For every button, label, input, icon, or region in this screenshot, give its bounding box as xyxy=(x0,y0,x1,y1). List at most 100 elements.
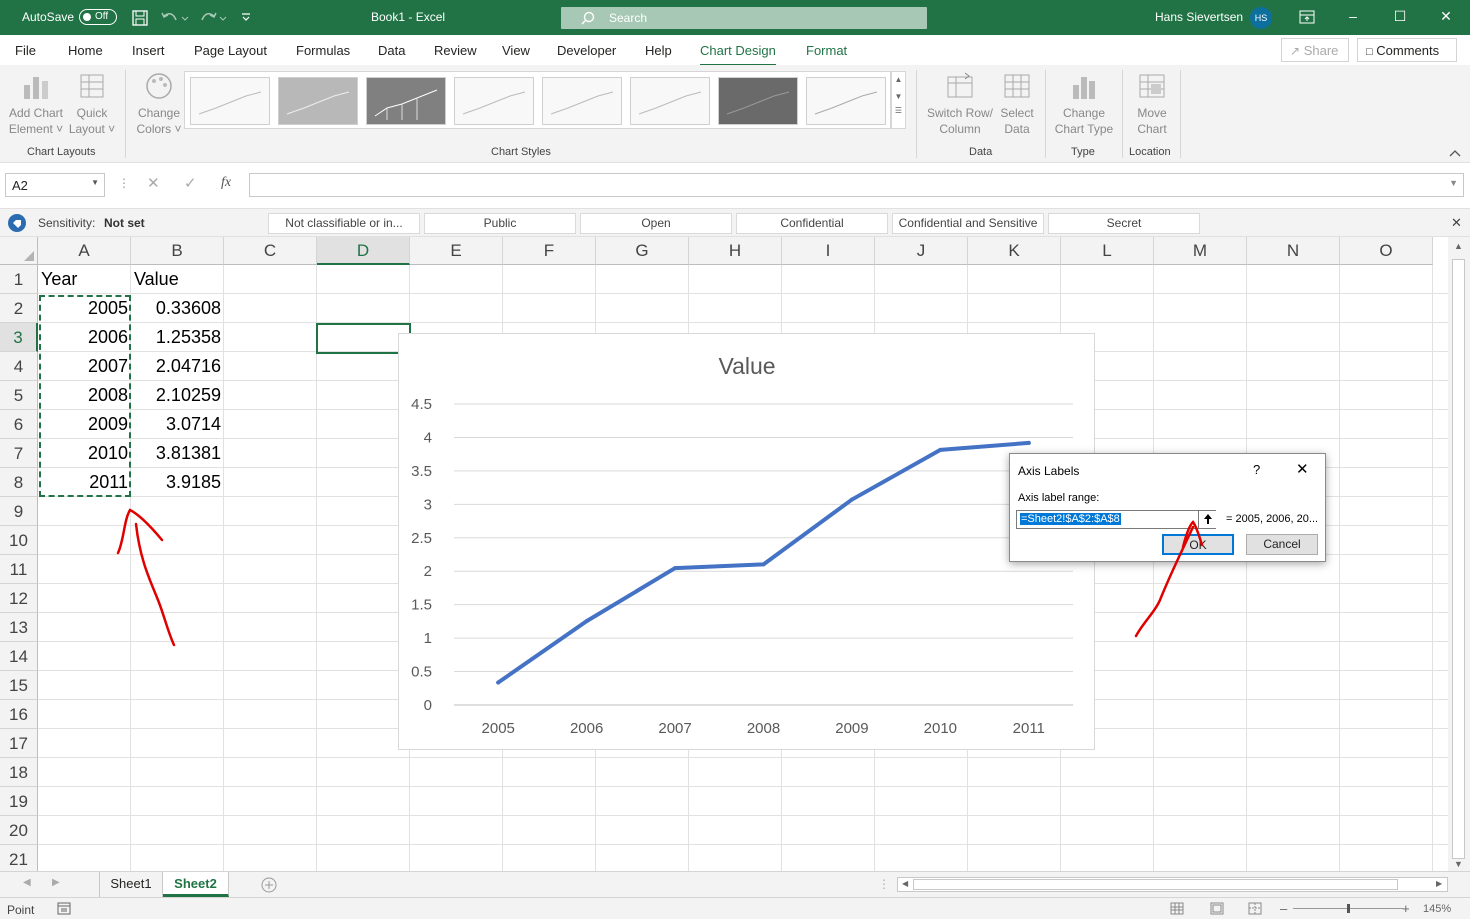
cell-a4[interactable]: 2007 xyxy=(87,356,128,376)
cell-a1[interactable]: Year xyxy=(41,269,78,289)
sheet-tab-sheet1[interactable]: Sheet1 xyxy=(99,872,163,897)
cell-b5[interactable]: 2.10259 xyxy=(155,385,221,405)
sensitivity-option-open[interactable]: Open xyxy=(580,213,732,234)
cell-b2[interactable]: 0.33608 xyxy=(155,298,221,318)
cell-a5[interactable]: 2008 xyxy=(87,385,128,405)
search-box[interactable]: Search xyxy=(561,7,927,29)
cell-a7[interactable]: 2010 xyxy=(87,443,128,463)
chart-style-3[interactable] xyxy=(366,77,446,125)
cell-a6[interactable]: 2009 xyxy=(87,414,128,434)
series-point[interactable] xyxy=(849,497,854,502)
name-box[interactable]: A2 ▼ xyxy=(5,173,105,197)
close-icon[interactable]: ✕ xyxy=(1440,8,1452,24)
zoom-level[interactable]: 145% xyxy=(1423,903,1452,915)
tab-data[interactable]: Data xyxy=(378,43,406,58)
row-header-2[interactable]: 2 xyxy=(0,294,38,323)
row-header-14[interactable]: 14 xyxy=(0,642,38,671)
column-header-l[interactable]: L xyxy=(1061,237,1154,265)
tab-file[interactable]: File xyxy=(15,43,36,58)
cell-b8[interactable]: 3.9185 xyxy=(165,472,221,492)
cell-a8[interactable]: 2011 xyxy=(89,472,128,492)
gallery-scroll[interactable]: ▲ ▼ ☰ xyxy=(891,71,906,129)
share-button[interactable]: ↗ Share xyxy=(1281,38,1349,62)
scroll-right-icon[interactable]: ▶ xyxy=(1436,879,1443,888)
axis-label-range-input[interactable]: =Sheet2!$A$2:$A$8 xyxy=(1016,510,1216,529)
cell-b6[interactable]: 3.0714 xyxy=(165,414,221,434)
tab-view[interactable]: View xyxy=(502,43,530,58)
ok-button[interactable]: OK xyxy=(1162,534,1234,555)
new-sheet-icon[interactable] xyxy=(261,877,277,893)
horizontal-scrollbar[interactable]: ◀ ▶ xyxy=(897,877,1448,892)
collapse-dialog-button[interactable] xyxy=(1198,511,1216,528)
tab-format[interactable]: Format xyxy=(806,43,848,58)
series-point[interactable] xyxy=(673,566,678,571)
accessibility-icon[interactable] xyxy=(57,902,71,915)
column-header-i[interactable]: I xyxy=(782,237,875,265)
chart-style-8[interactable] xyxy=(806,77,886,125)
column-header-f[interactable]: F xyxy=(503,237,596,265)
column-header-j[interactable]: J xyxy=(875,237,968,265)
row-header-3[interactable]: 3 xyxy=(0,323,38,352)
tab-page-layout[interactable]: Page Layout xyxy=(194,43,268,58)
row-header-5[interactable]: 5 xyxy=(0,381,38,410)
scroll-left-icon[interactable]: ◀ xyxy=(902,879,909,888)
column-header-o[interactable]: O xyxy=(1340,237,1433,265)
tab-chart-design[interactable]: Chart Design xyxy=(700,43,776,67)
chart-style-4[interactable] xyxy=(454,77,534,125)
sensitivity-option-secret[interactable]: Secret xyxy=(1048,213,1200,234)
row-header-4[interactable]: 4 xyxy=(0,352,38,381)
zoom-slider-thumb[interactable] xyxy=(1347,904,1350,913)
column-header-d[interactable]: D xyxy=(317,237,410,265)
column-header-a[interactable]: A xyxy=(38,237,131,265)
vertical-scrollbar[interactable]: ▲ ▼ xyxy=(1448,237,1470,871)
chart-title[interactable]: Value xyxy=(718,353,775,379)
column-header-m[interactable]: M xyxy=(1154,237,1247,265)
gallery-down-icon[interactable]: ▼ xyxy=(894,92,903,101)
row-header-18[interactable]: 18 xyxy=(0,758,38,787)
page-break-view-icon[interactable] xyxy=(1248,902,1262,915)
series-point[interactable] xyxy=(584,619,589,624)
chart-style-2[interactable] xyxy=(278,77,358,125)
quick-layout-button[interactable]: Quick Layout ˅ xyxy=(66,71,118,137)
cell-b1[interactable]: Value xyxy=(134,269,179,289)
column-header-g[interactable]: G xyxy=(596,237,689,265)
row-header-8[interactable]: 8 xyxy=(0,468,38,497)
switch-row-column-button[interactable]: Switch Row/ Column xyxy=(922,71,998,137)
change-chart-type-button[interactable]: Change Chart Type xyxy=(1052,71,1116,137)
row-header-12[interactable]: 12 xyxy=(0,584,38,613)
autosave-toggle[interactable]: Off xyxy=(79,9,117,25)
line-chart[interactable]: Value 0 0.5 1 1.5 2 2.5 3 3.5 4 4.5 2005 2006 2007 20… xyxy=(398,333,1095,750)
insert-function-icon[interactable]: fx xyxy=(221,175,232,190)
row-header-21[interactable]: 21 xyxy=(0,845,38,871)
sensitivity-option-not-classifiable[interactable]: Not classifiable or in... xyxy=(268,213,420,234)
undo-icon[interactable] xyxy=(160,10,190,26)
move-chart-button[interactable]: Move Chart xyxy=(1128,71,1176,137)
tab-formulas[interactable]: Formulas xyxy=(296,43,351,58)
row-header-20[interactable]: 20 xyxy=(0,816,38,845)
tab-developer[interactable]: Developer xyxy=(557,43,617,58)
tab-help[interactable]: Help xyxy=(645,43,672,58)
next-sheet-icon[interactable]: ▶ xyxy=(52,877,60,888)
select-data-button[interactable]: Select Data xyxy=(996,71,1038,137)
row-header-13[interactable]: 13 xyxy=(0,613,38,642)
row-header-17[interactable]: 17 xyxy=(0,729,38,758)
tab-insert[interactable]: Insert xyxy=(132,43,165,58)
redo-icon[interactable] xyxy=(200,10,230,26)
confirm-entry-icon[interactable]: ✓ xyxy=(184,175,197,192)
row-header-6[interactable]: 6 xyxy=(0,410,38,439)
cell-b7[interactable]: 3.81381 xyxy=(155,443,221,463)
column-header-b[interactable]: B xyxy=(131,237,224,265)
comments-button[interactable]: □ Comments xyxy=(1357,38,1457,62)
series-point[interactable] xyxy=(496,680,501,685)
add-chart-element-button[interactable]: Add Chart Element ˅ xyxy=(6,71,66,137)
cell-b4[interactable]: 2.04716 xyxy=(155,356,221,376)
prev-sheet-icon[interactable]: ◀ xyxy=(23,877,31,888)
maximize-icon[interactable]: ☐ xyxy=(1393,8,1407,24)
row-header-15[interactable]: 15 xyxy=(0,671,38,700)
change-colors-button[interactable]: Change Colors ˅ xyxy=(133,71,185,137)
horizontal-scroll-thumb[interactable] xyxy=(913,879,1398,890)
ribbon-display-options-icon[interactable] xyxy=(1299,10,1315,24)
column-header-h[interactable]: H xyxy=(689,237,782,265)
minimize-icon[interactable]: – xyxy=(1349,8,1357,24)
tab-review[interactable]: Review xyxy=(434,43,477,58)
